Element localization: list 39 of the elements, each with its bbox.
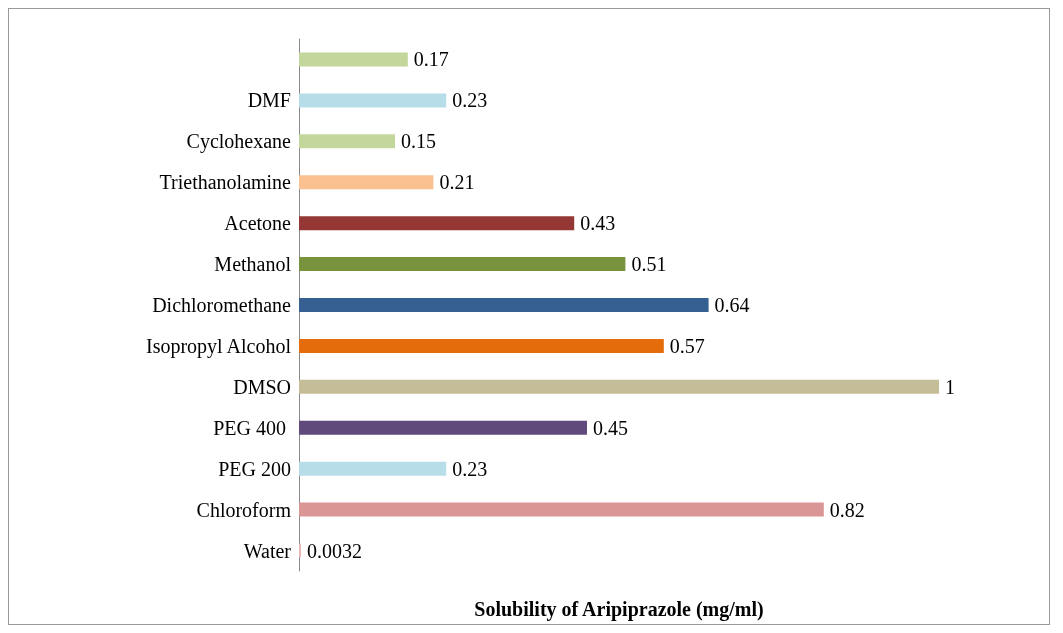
y-tick-label: Triethanolamine — [159, 171, 292, 194]
bar — [299, 216, 575, 231]
y-tick-label: Water — [243, 539, 292, 562]
bar — [299, 175, 434, 190]
bar — [299, 420, 587, 435]
data-label: 0.45 — [593, 416, 628, 439]
y-tick-label: Acetone — [224, 212, 292, 235]
y-tick-label: PEG 400 — [213, 416, 291, 439]
y-tick-label: DMSO — [233, 375, 291, 398]
bar — [299, 52, 408, 67]
data-label: 0.57 — [669, 334, 705, 357]
data-label: 0.21 — [439, 171, 475, 194]
bar — [299, 338, 664, 353]
bar — [299, 379, 939, 394]
data-label: 0.64 — [714, 294, 750, 316]
data-label: 0.51 — [631, 253, 667, 276]
data-label: 0.0032 — [307, 539, 363, 562]
y-tick-label: Methanol — [214, 253, 292, 276]
bar — [299, 461, 447, 476]
y-tick-label: Dichloromethane — [152, 294, 292, 316]
y-tick-label: Isopropyl Alcohol — [146, 334, 292, 358]
data-label: 0.17 — [413, 48, 449, 71]
y-tick-label: Chloroform — [196, 498, 292, 521]
bar — [299, 134, 395, 149]
data-label: 0.43 — [580, 212, 616, 235]
bar — [299, 502, 824, 517]
data-label: 0.15 — [401, 130, 436, 153]
data-label: 0.23 — [452, 457, 488, 480]
x-axis-title: Solubility of Aripiprazole (mg/ml) — [474, 598, 764, 621]
bar — [299, 93, 447, 108]
data-label: 0.82 — [829, 498, 865, 521]
bar — [299, 257, 626, 272]
bar — [299, 298, 709, 312]
y-tick-label: DMF — [247, 89, 291, 112]
y-tick-label: Cyclohexane — [186, 130, 292, 154]
data-label: 1 — [945, 375, 955, 398]
y-tick-label: PEG 200 — [218, 457, 291, 480]
data-label: 0.23 — [452, 89, 488, 112]
bar — [299, 543, 302, 558]
